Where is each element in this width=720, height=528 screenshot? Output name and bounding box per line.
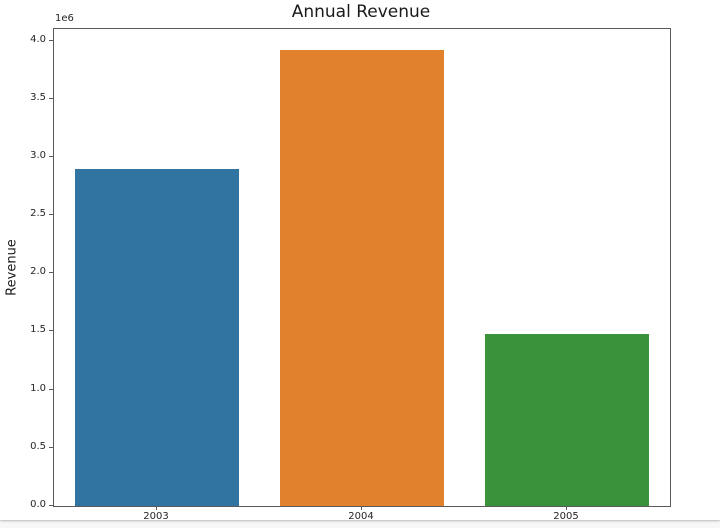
y-tick-mark [49, 214, 53, 215]
y-tick-label: 1.5 [30, 324, 46, 335]
y-tick-label: 3.0 [30, 150, 46, 161]
x-tick-mark [156, 506, 157, 510]
y-tick-mark [49, 40, 53, 41]
x-tick-mark [361, 506, 362, 510]
plot-area [53, 28, 671, 507]
y-axis-offset-label: 1e6 [55, 13, 74, 24]
bar-2005 [485, 334, 650, 506]
y-tick-label: 0.5 [30, 441, 46, 452]
bar-2003 [74, 169, 239, 506]
y-tick-mark [49, 330, 53, 331]
x-tick-label: 2005 [553, 511, 579, 522]
y-tick-mark [49, 156, 53, 157]
y-tick-mark [49, 272, 53, 273]
y-tick-mark [49, 505, 53, 506]
y-tick-label: 2.0 [30, 266, 46, 277]
y-tick-mark [49, 447, 53, 448]
y-tick-label: 2.5 [30, 208, 46, 219]
y-tick-mark [49, 98, 53, 99]
chart-title: Annual Revenue [291, 2, 431, 22]
bar-2004 [279, 50, 445, 506]
y-tick-label: 0.0 [30, 499, 46, 510]
y-tick-label: 1.0 [30, 383, 46, 394]
x-tick-label: 2004 [348, 511, 374, 522]
x-tick-label: 2003 [143, 511, 169, 522]
x-tick-mark [566, 506, 567, 510]
y-tick-mark [49, 389, 53, 390]
y-tick-label: 3.5 [30, 92, 46, 103]
y-tick-label: 4.0 [30, 34, 46, 45]
